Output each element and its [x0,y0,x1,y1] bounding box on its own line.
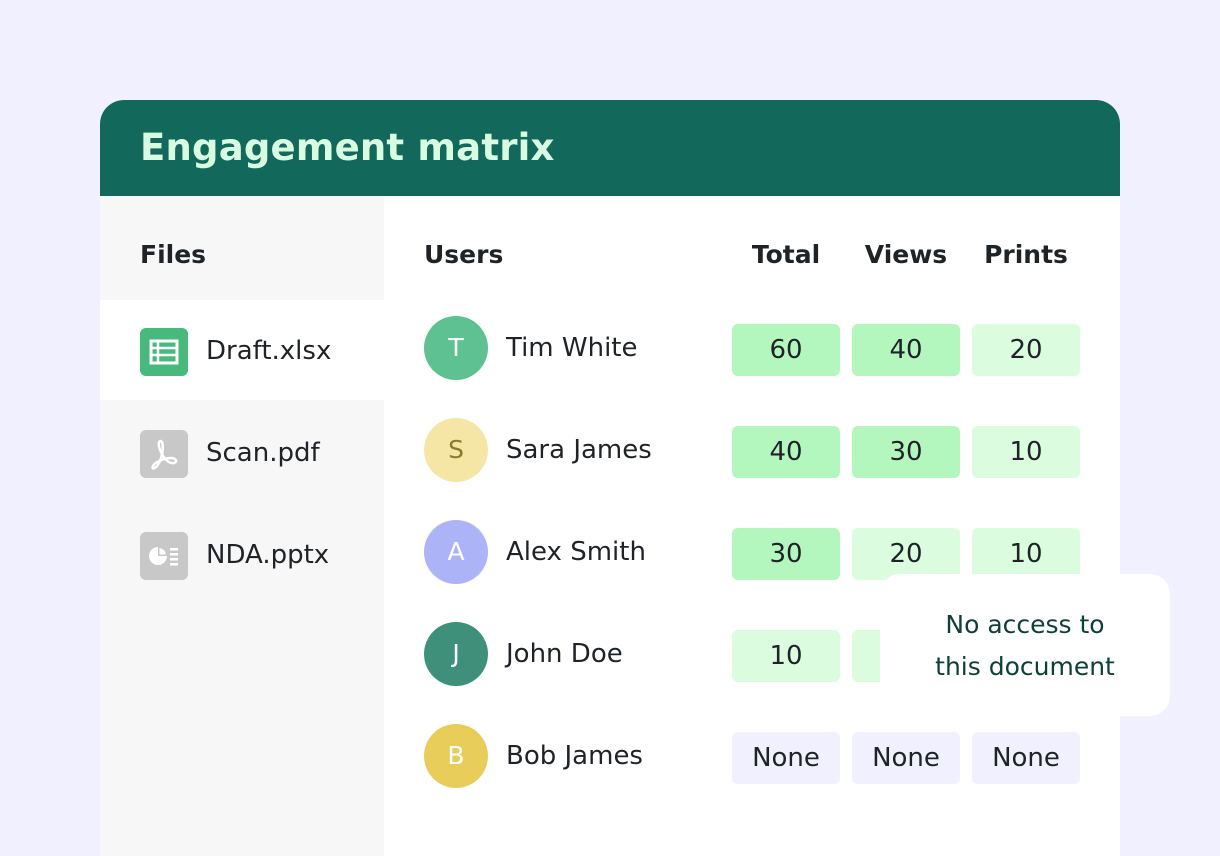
file-item-scan[interactable]: Scan.pdf [100,402,384,502]
user-name: Bob James [506,741,643,771]
prints-cell: None [972,732,1080,784]
pdf-icon [140,430,188,478]
avatar: A [424,520,488,584]
avatar: J [424,622,488,686]
engagement-matrix-card: Engagement matrix Files Users Total View… [100,100,1120,856]
user-row-sara-james: S Sara James 40 30 10 [424,418,1104,488]
user-row-alex-smith: A Alex Smith 30 20 10 [424,520,1104,590]
files-column-header: Files [140,240,207,269]
file-label: NDA.pptx [206,540,330,570]
user-name: John Doe [506,639,623,669]
spreadsheet-icon [140,328,188,376]
total-cell: 60 [732,324,840,376]
tooltip-line-2: this document [935,652,1115,681]
file-item-nda[interactable]: NDA.pptx [100,504,384,604]
card-header: Engagement matrix [100,100,1120,196]
card-title: Engagement matrix [140,126,555,169]
no-access-tooltip: No access to this document [880,574,1170,716]
avatar: B [424,724,488,788]
user-name: Sara James [506,435,652,465]
views-cell: 30 [852,426,960,478]
total-cell: None [732,732,840,784]
user-name: Alex Smith [506,537,646,567]
avatar: S [424,418,488,482]
views-cell: 20 [852,528,960,580]
prints-cell: 10 [972,528,1080,580]
user-name: Tim White [506,333,638,363]
presentation-icon [140,532,188,580]
views-column-header: Views [864,240,948,269]
total-cell: 10 [732,630,840,682]
file-label: Draft.xlsx [206,336,332,366]
avatar: T [424,316,488,380]
file-item-draft[interactable]: Draft.xlsx [100,300,384,400]
prints-cell: 10 [972,426,1080,478]
views-cell: 40 [852,324,960,376]
total-column-header: Total [751,240,821,269]
user-row-bob-james: B Bob James None None None [424,724,1104,794]
tooltip-line-1: No access to [945,610,1105,639]
prints-column-header: Prints [984,240,1068,269]
users-column-header: Users [424,240,504,269]
file-label: Scan.pdf [206,438,320,468]
total-cell: 40 [732,426,840,478]
user-row-tim-white: T Tim White 60 40 20 [424,316,1104,386]
total-cell: 30 [732,528,840,580]
prints-cell: 20 [972,324,1080,376]
views-cell: None [852,732,960,784]
